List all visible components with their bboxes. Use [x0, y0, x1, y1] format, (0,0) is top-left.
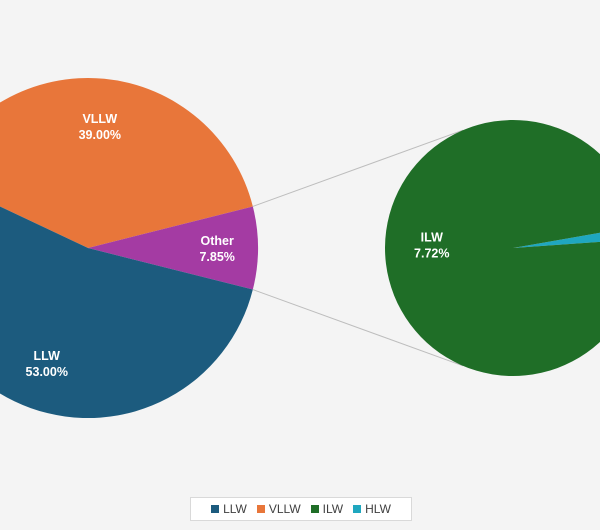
legend-swatch-vllw — [256, 505, 265, 513]
legend-item-llw: LLW — [211, 502, 247, 516]
legend-swatch-llw — [211, 505, 220, 513]
connector-line-top — [252, 129, 464, 207]
data-labels: VLLW 39.00% Other 7.85% LLW 53.00% ILW 7.72% — [26, 112, 450, 379]
breakout-slice-hlw — [513, 232, 600, 248]
legend-item-hlw: HLW — [353, 502, 391, 516]
connector-lines — [252, 129, 464, 367]
main-pie — [0, 78, 258, 419]
breakout-label-ilw-name: ILW — [421, 230, 443, 244]
main-slice-vllw — [0, 78, 253, 248]
connector-line-bottom — [252, 289, 464, 367]
main-slice-llw — [0, 206, 253, 419]
main-label-vllw-name: VLLW — [82, 112, 117, 126]
main-slice-other — [88, 206, 258, 290]
legend-label-llw: LLW — [223, 502, 247, 516]
main-label-vllw-value: 39.00% — [79, 128, 121, 142]
legend-label-ilw: ILW — [322, 502, 344, 516]
legend-label-hlw: HLW — [365, 502, 391, 516]
legend-item-ilw: ILW — [310, 502, 344, 516]
legend: LLW VLLW ILW HLW — [190, 497, 412, 521]
legend-item-vllw: VLLW — [256, 502, 301, 516]
main-label-other-name: Other — [201, 234, 234, 248]
breakout-slice-ilw — [385, 120, 600, 376]
legend-swatch-hlw — [353, 505, 362, 513]
main-label-other-value: 7.85% — [199, 250, 234, 264]
breakout-label-ilw-value: 7.72% — [414, 246, 449, 260]
breakout-pie — [385, 120, 600, 376]
main-label-llw-name: LLW — [34, 349, 61, 363]
legend-label-vllw: VLLW — [268, 502, 301, 516]
legend-swatch-ilw — [310, 505, 319, 513]
main-label-llw-value: 53.00% — [26, 365, 68, 379]
